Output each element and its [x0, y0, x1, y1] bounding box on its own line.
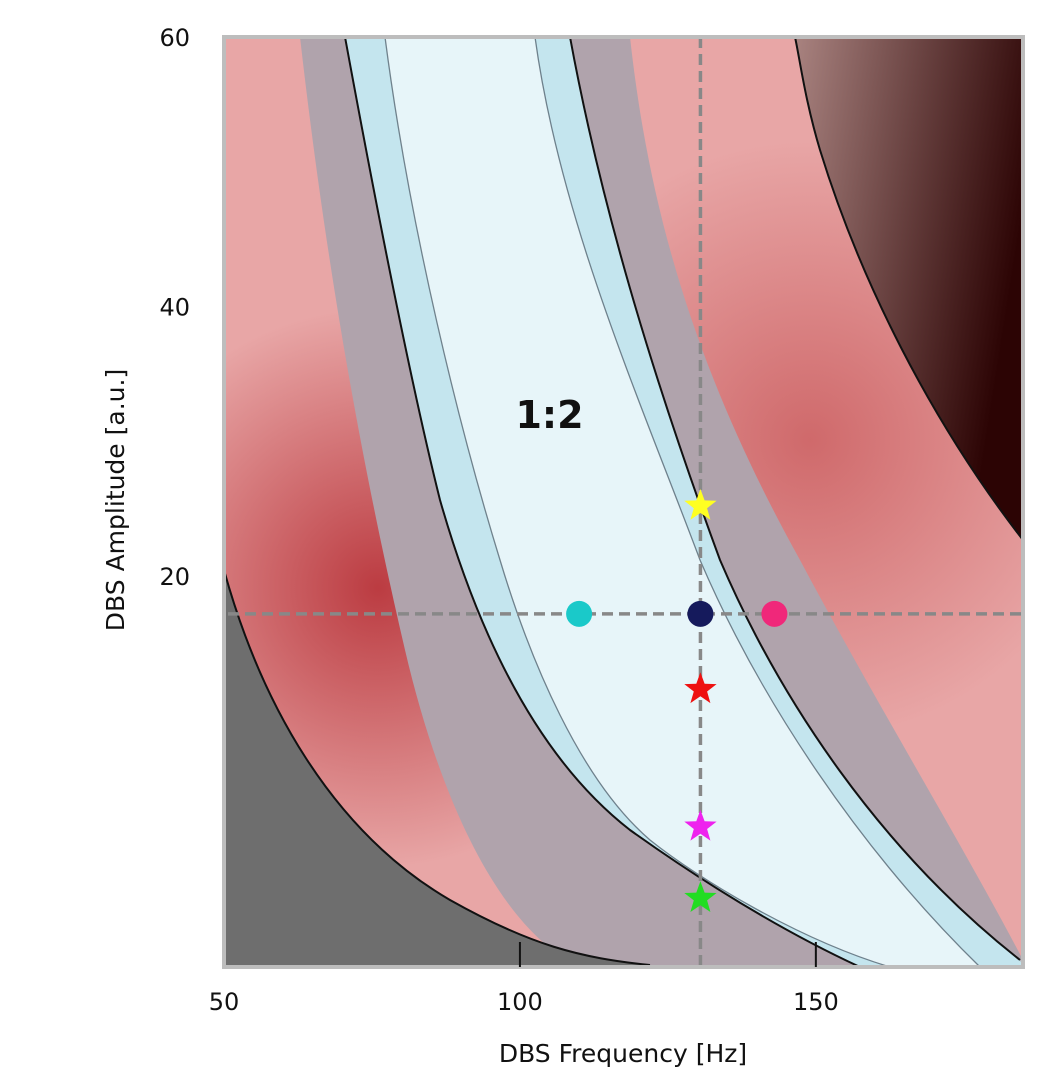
marker-star-4	[684, 672, 717, 704]
contour-right	[569, 37, 1021, 961]
marker-circle-2	[761, 600, 788, 627]
y-axis-title: DBS Amplitude [a.u.]	[101, 369, 130, 631]
markers	[566, 489, 788, 912]
region-labels: 1:2	[515, 393, 583, 437]
marker-circle-0	[566, 600, 593, 627]
region-dark-bottom-left	[224, 570, 650, 967]
marker-star-3	[684, 489, 717, 520]
contour-core-left	[384, 37, 891, 967]
y-tick-label-1: 40	[159, 294, 190, 322]
marker-star-6	[684, 881, 717, 912]
y-tick-label-0: 20	[159, 563, 190, 591]
region-dark-top-right	[795, 37, 1023, 540]
marker-star-5	[684, 809, 717, 841]
x-tick-label-2: 150	[793, 988, 839, 1016]
region-label-0: 1:2	[515, 393, 583, 437]
y-tick-label-2: 60	[159, 24, 190, 52]
contour-left	[344, 37, 861, 967]
region-core	[385, 37, 980, 967]
marker-circle-1	[687, 600, 714, 627]
x-tick-label-1: 100	[497, 988, 543, 1016]
x-axis-title: DBS Frequency [Hz]	[499, 1039, 747, 1068]
heatmap-regions	[224, 37, 1023, 967]
x-tick-label-0: 50	[209, 988, 240, 1016]
contour-core-right	[534, 37, 981, 967]
contour-top-right	[794, 37, 1023, 541]
plot-frame	[222, 35, 1025, 969]
contour-bottom-left	[224, 569, 651, 966]
axis-ticks: 50 100 150 20 40 60	[159, 24, 838, 1016]
